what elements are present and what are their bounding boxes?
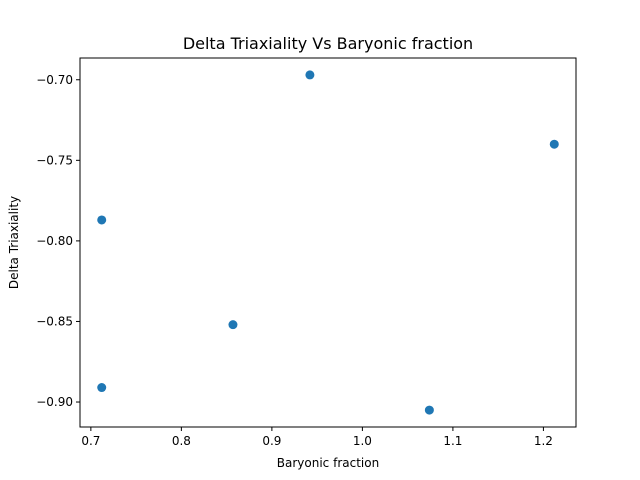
x-axis-label: Baryonic fraction — [277, 456, 379, 470]
scatter-point — [97, 215, 107, 225]
y-tick-label: −0.75 — [36, 153, 73, 167]
scatter-point — [549, 139, 559, 149]
scatter-point — [228, 320, 238, 330]
scatter-point — [424, 405, 434, 415]
x-tick-label: 1.1 — [443, 434, 462, 448]
x-tick-label: 1.0 — [353, 434, 372, 448]
chart-title: Delta Triaxiality Vs Baryonic fraction — [183, 34, 473, 53]
scatter-point — [305, 70, 315, 80]
points-layer — [97, 70, 559, 415]
x-tick-label: 0.9 — [262, 434, 281, 448]
x-tick-label: 0.7 — [81, 434, 100, 448]
y-tick-label: −0.85 — [36, 314, 73, 328]
y-tick-label: −0.80 — [36, 234, 73, 248]
plot-frame — [79, 57, 577, 428]
y-axis-label: Delta Triaxiality — [7, 196, 21, 289]
x-tick-label: 1.2 — [534, 434, 553, 448]
scatter-point — [97, 383, 107, 393]
y-tick-label: −0.90 — [36, 395, 73, 409]
ticks-layer: 0.7 0.8 0.9 1.0 1.1 1.2 −0.70 −0.75 −0.80 −0.85 −0… — [36, 73, 553, 448]
x-tick-label: 0.8 — [172, 434, 191, 448]
y-tick-label: −0.70 — [36, 73, 73, 87]
